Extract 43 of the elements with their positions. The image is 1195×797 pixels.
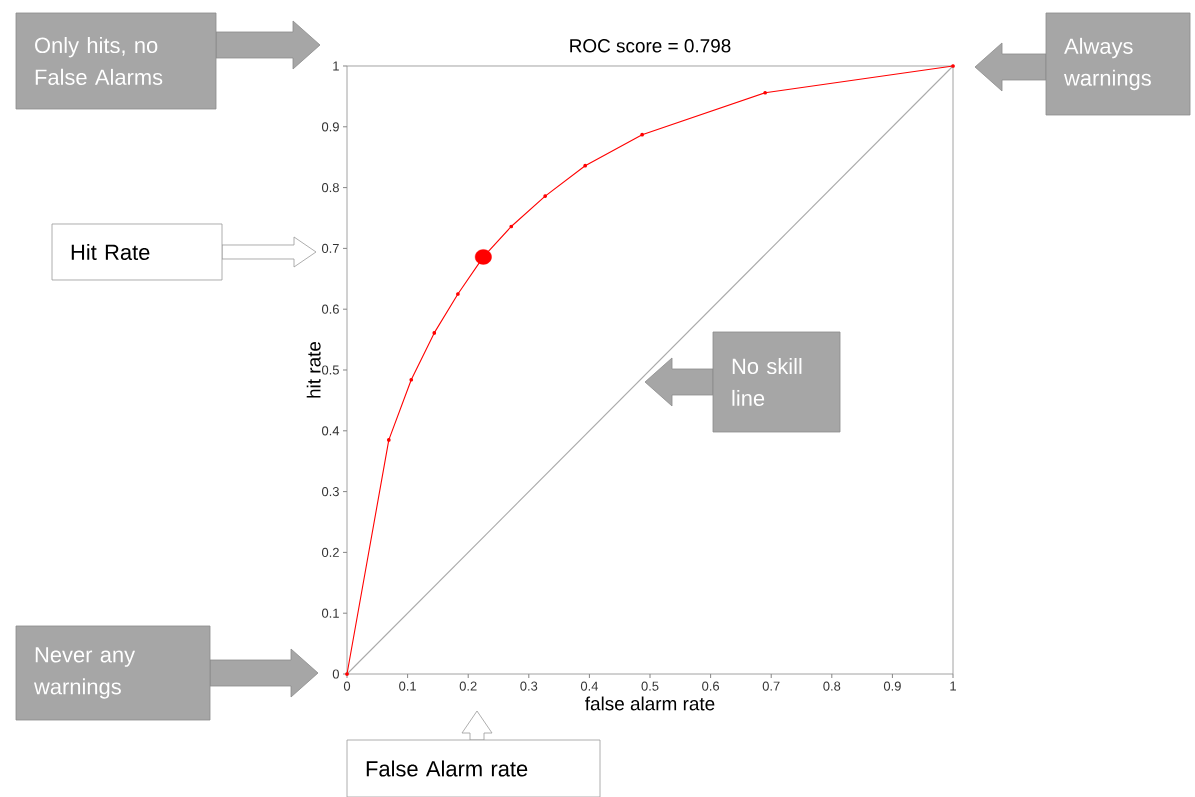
x-tick-label: 0.1: [399, 681, 416, 691]
y-tick-label: 0.8: [321, 183, 339, 193]
x-tick-label: 0.7: [762, 681, 780, 691]
text: Only hits, no False Alarms: [35, 36, 163, 85]
x-tick-label: 0.5: [641, 681, 659, 691]
y-tick-label: 0.6: [321, 304, 339, 314]
x-tick-label: 0.8: [823, 681, 841, 691]
x-tick-label: 0: [343, 681, 351, 691]
text: Never any warnings: [33, 647, 136, 699]
point: [456, 292, 460, 296]
y-tick-label: 0.7: [321, 243, 339, 253]
x-tick-label: 0.4: [580, 681, 599, 691]
y-tick-label: 0.2: [321, 547, 339, 557]
text: False Alarm rate: [366, 760, 528, 777]
x-tick-label: 1: [950, 681, 956, 691]
point: [583, 163, 588, 168]
point: [386, 438, 391, 442]
point: [543, 194, 548, 198]
x-tick-label: 0.9: [883, 681, 901, 691]
point: [409, 377, 414, 382]
x-tick-label: 0.3: [520, 681, 538, 691]
y-tick-label: 0.3: [321, 487, 339, 497]
y-tick-label: 0: [332, 669, 339, 679]
point: [345, 672, 349, 676]
point: [951, 64, 955, 68]
x-axis-title: false alarm rate: [585, 696, 715, 711]
point: [474, 249, 492, 265]
point: [432, 331, 437, 335]
annotation: No skill line: [732, 358, 802, 406]
y-tick-label: 0.1: [321, 608, 339, 618]
y-tick-label: 1: [333, 61, 339, 71]
y-tick-label: 0.5: [321, 365, 339, 375]
y-axis-title: hit rate: [306, 341, 321, 398]
x-tick-label: 0.2: [459, 681, 477, 691]
point: [509, 224, 514, 229]
y-tick-label: 0.4: [321, 426, 340, 436]
x-tick-label: 0.6: [702, 681, 720, 691]
text: Hit Rate: [71, 243, 150, 261]
text: Always warnings: [1063, 37, 1151, 91]
y-tick-label: 0.9: [321, 122, 339, 132]
point: [763, 90, 767, 95]
point: [640, 132, 644, 137]
chart-title: ROC score = 0.798: [570, 39, 731, 53]
